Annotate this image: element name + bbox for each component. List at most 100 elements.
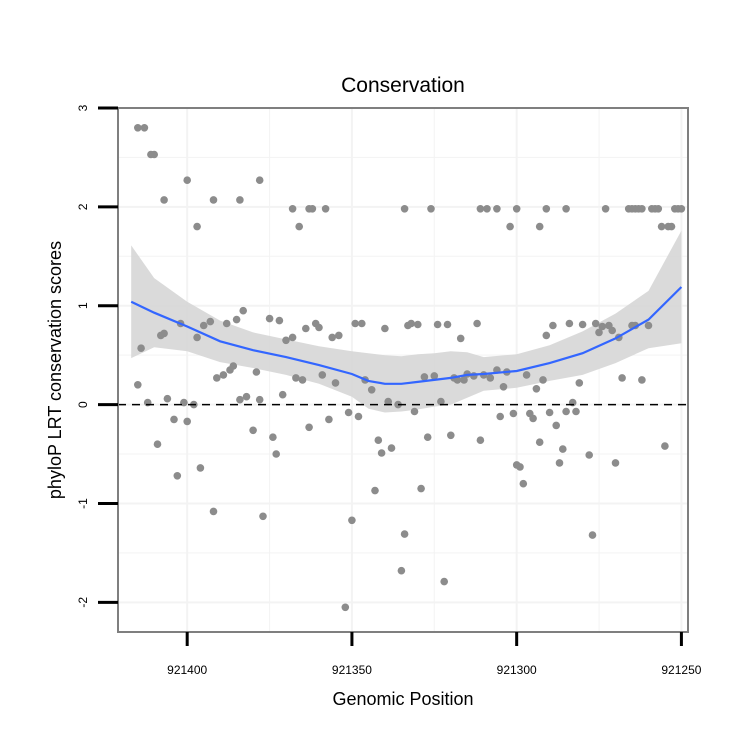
data-point — [522, 371, 531, 379]
data-point — [473, 319, 481, 328]
data-point — [423, 433, 432, 442]
x-tick-label: 921350 — [332, 663, 372, 677]
data-point — [242, 392, 251, 401]
data-point — [288, 333, 297, 342]
data-point — [549, 321, 557, 330]
data-point — [437, 397, 445, 406]
data-point — [381, 324, 389, 333]
data-point — [559, 445, 567, 453]
data-point — [239, 306, 247, 315]
data-point — [137, 344, 145, 353]
data-point — [308, 205, 317, 213]
data-point — [430, 372, 439, 380]
data-point — [420, 373, 429, 381]
data-point — [512, 205, 521, 213]
data-point — [348, 516, 356, 525]
data-point — [384, 397, 393, 406]
data-point — [535, 222, 544, 231]
data-point — [295, 222, 304, 231]
data-point — [183, 417, 191, 426]
data-point — [595, 328, 603, 337]
data-point — [209, 507, 218, 516]
data-point — [545, 408, 554, 417]
data-point — [532, 385, 541, 393]
data-point — [400, 205, 409, 213]
data-point — [657, 222, 666, 231]
data-point — [193, 333, 201, 342]
data-point — [321, 205, 330, 213]
data-point — [638, 376, 646, 384]
data-point — [535, 438, 544, 447]
data-point — [519, 479, 528, 488]
data-point — [371, 486, 379, 495]
data-point — [196, 464, 205, 472]
data-point — [654, 205, 663, 213]
data-point — [542, 331, 551, 340]
data-point — [318, 371, 327, 379]
x-axis-label: Genomic Position — [332, 689, 473, 709]
data-point — [555, 459, 564, 467]
data-point — [499, 383, 508, 391]
data-point — [539, 376, 547, 384]
x-tick-label: 921300 — [497, 663, 537, 677]
data-point — [193, 222, 201, 231]
data-point — [377, 449, 386, 457]
data-point — [400, 530, 409, 538]
data-point — [236, 395, 244, 404]
data-point — [255, 395, 264, 404]
data-point — [440, 577, 449, 586]
x-tick-label: 921400 — [167, 663, 207, 677]
chart-title: Conservation — [341, 74, 465, 97]
data-point — [601, 205, 610, 213]
data-point — [344, 408, 353, 417]
data-point — [325, 415, 333, 424]
data-point — [476, 205, 485, 213]
data-point — [410, 407, 419, 416]
data-point — [565, 319, 574, 328]
data-point — [288, 205, 297, 213]
data-point — [598, 322, 607, 331]
data-point — [414, 320, 422, 329]
data-point — [328, 333, 337, 342]
y-tick-label: -1 — [76, 498, 90, 509]
y-tick-label: 2 — [76, 203, 90, 210]
data-point — [209, 196, 218, 204]
data-point — [305, 423, 313, 432]
data-point — [255, 176, 264, 184]
data-point — [252, 368, 261, 376]
data-point — [278, 390, 287, 399]
data-point — [542, 205, 551, 213]
data-point — [199, 321, 208, 330]
data-point — [163, 394, 172, 403]
data-point — [456, 334, 465, 343]
data-point — [335, 331, 343, 340]
data-point — [275, 316, 284, 325]
data-point — [153, 440, 162, 449]
data-point — [443, 320, 452, 329]
data-point — [493, 205, 501, 213]
data-point — [572, 407, 580, 416]
data-point — [160, 329, 168, 338]
data-point — [407, 319, 416, 328]
data-point — [397, 566, 406, 575]
data-point — [677, 205, 686, 213]
data-point — [460, 376, 468, 384]
data-point — [624, 205, 633, 213]
data-point — [608, 326, 616, 335]
data-point — [575, 379, 584, 387]
data-point — [150, 150, 158, 159]
data-point — [562, 205, 570, 213]
data-point — [611, 459, 620, 467]
data-point — [470, 372, 478, 380]
data-point — [331, 379, 340, 387]
data-point — [170, 415, 178, 424]
data-point — [183, 176, 191, 184]
data-point — [219, 371, 228, 379]
data-point — [506, 222, 514, 231]
data-point — [265, 314, 274, 323]
data-point — [140, 124, 149, 132]
data-point — [591, 319, 600, 328]
data-point — [298, 376, 307, 384]
y-tick-label: -2 — [76, 597, 90, 608]
